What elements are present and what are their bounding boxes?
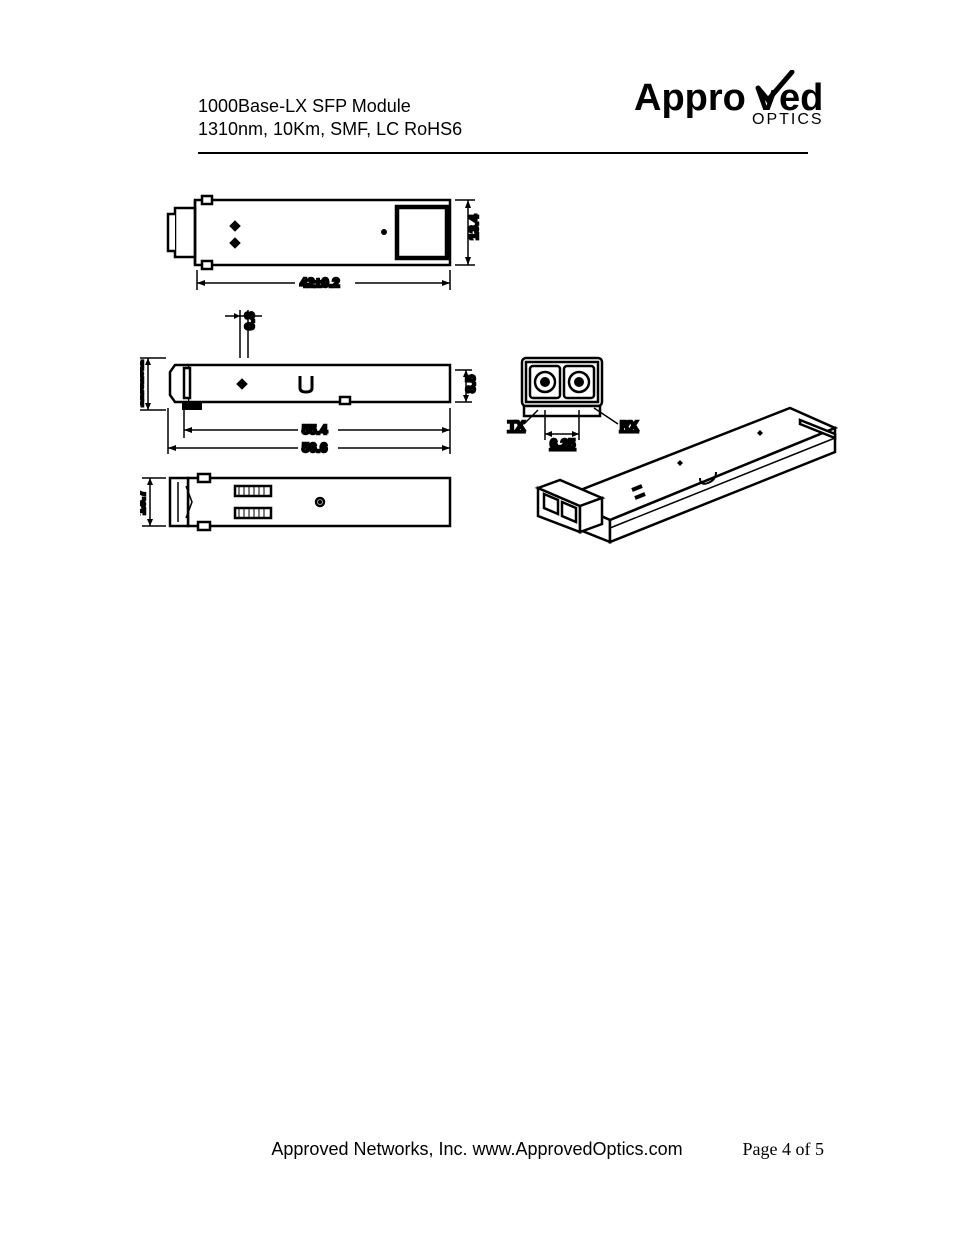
mechanical-diagram: 13.4 42±0.2 0.8: [140, 190, 840, 550]
gap-dim: 0.8: [225, 310, 262, 358]
dim-42: 42±0.2: [300, 275, 340, 290]
svg-text:OPTICS: OPTICS: [752, 111, 824, 128]
page: 1000Base-LX SFP Module 1310nm, 10Km, SMF…: [0, 0, 954, 1235]
footer-page: Page 4 of 5: [743, 1139, 824, 1160]
dim-13.7: 13.7: [140, 490, 148, 515]
dim-56.6: 56.6: [302, 440, 327, 455]
tx-label: TX: [508, 418, 525, 433]
dim-55.4: 55.4: [302, 422, 328, 437]
footer: Approved Networks, Inc. www.ApprovedOpti…: [0, 1139, 954, 1160]
dim-12.8: 12.8±0.1: [140, 360, 146, 407]
top-view: 13.4 42±0.2: [168, 196, 481, 290]
rx-label: RX: [620, 418, 638, 433]
front-view: TX RX 6.25: [508, 358, 638, 451]
side-view: 8.5 12.8±0.1 55.4: [140, 358, 478, 455]
dim-13.4: 13.4: [466, 214, 481, 240]
isometric-view: [538, 408, 835, 542]
dim-0.8: 0.8: [242, 312, 257, 330]
svg-text:Appro: Appro: [634, 77, 746, 119]
footer-company: Approved Networks, Inc. www.ApprovedOpti…: [271, 1139, 682, 1160]
bottom-view: 13.7: [140, 474, 450, 530]
header-rule: [198, 152, 808, 154]
logo: Appro v ed OPTICS: [634, 70, 844, 135]
dim-8.5: 8.5: [463, 375, 478, 393]
dim-6.25: 6.25: [550, 436, 575, 451]
